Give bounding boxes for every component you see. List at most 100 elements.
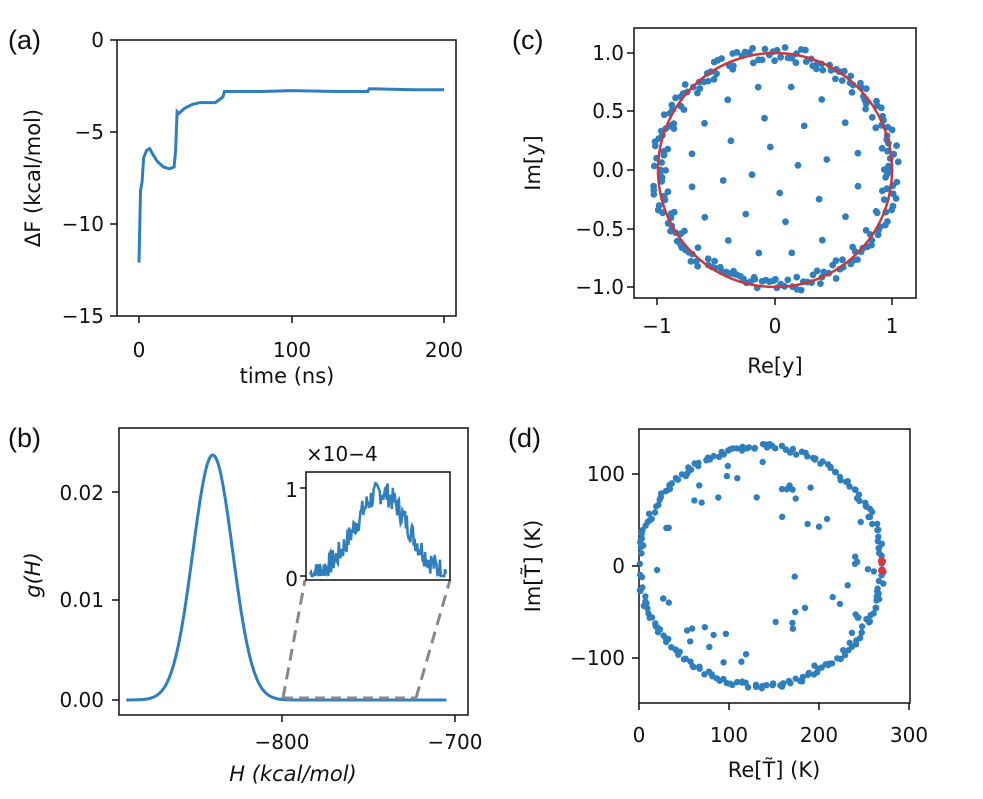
data-point	[761, 114, 768, 122]
data-point	[645, 610, 652, 617]
data-point	[823, 156, 831, 163]
data-point	[809, 271, 817, 279]
panel-b-xlabel: H (kcal/mol)	[229, 762, 356, 786]
data-point	[867, 612, 874, 619]
panel-a-ytick: −5	[75, 120, 104, 144]
data-point	[724, 96, 732, 104]
data-point	[738, 658, 745, 665]
data-point	[658, 159, 665, 166]
data-point	[777, 682, 784, 689]
data-point	[681, 81, 689, 88]
data-point	[722, 630, 730, 637]
data-point	[638, 550, 645, 557]
data-point	[729, 65, 737, 73]
data-point	[711, 257, 718, 265]
data-point	[664, 188, 672, 196]
data-point	[772, 618, 779, 626]
panel-d-xlabel: Re[T̃] (K)	[728, 757, 821, 782]
data-point	[852, 553, 859, 560]
data-point	[694, 89, 701, 97]
data-point	[662, 167, 670, 174]
data-point	[733, 678, 741, 686]
data-point	[802, 58, 810, 65]
data-point	[872, 208, 880, 215]
panel-b-label: (b)	[8, 423, 41, 453]
panel-a-ytick: −15	[62, 304, 104, 328]
highlight-point	[878, 557, 886, 566]
panel-c-ytick: −0.5	[575, 217, 624, 241]
data-point	[784, 54, 792, 62]
data-point	[797, 286, 805, 294]
data-point	[873, 597, 880, 604]
data-point	[694, 262, 701, 270]
data-point	[880, 580, 887, 587]
panel-b: (b) −800 −700 0.00 0.01 0.02 H (kcal/mol…	[8, 423, 482, 786]
data-point	[832, 75, 839, 83]
data-point	[786, 482, 793, 489]
data-point	[752, 681, 760, 688]
data-point	[793, 451, 800, 458]
panel-b-ylabel: g(H)	[21, 552, 45, 598]
data-point	[862, 227, 870, 234]
data-point	[706, 643, 713, 651]
data-point	[889, 190, 897, 198]
data-point	[848, 629, 856, 636]
data-point	[823, 515, 831, 523]
data-point	[819, 66, 827, 74]
data-point	[854, 558, 861, 565]
data-point	[782, 218, 789, 226]
panel-c-frame	[633, 27, 917, 299]
data-point	[690, 663, 697, 671]
data-point	[710, 76, 718, 83]
data-point	[653, 566, 661, 574]
data-point	[639, 526, 646, 534]
data-point	[664, 145, 672, 153]
data-point	[875, 545, 882, 552]
panel-c-ytick: −1.0	[575, 275, 624, 299]
data-point	[875, 526, 882, 533]
data-point	[836, 600, 844, 608]
data-point	[750, 273, 758, 281]
data-point	[761, 45, 769, 53]
data-point	[789, 619, 796, 627]
data-point	[837, 477, 844, 484]
data-point	[701, 624, 708, 631]
data-point	[884, 218, 891, 225]
data-point	[832, 257, 840, 264]
data-point	[784, 276, 792, 284]
data-point	[847, 72, 855, 80]
data-point	[720, 451, 727, 458]
data-point	[772, 445, 779, 452]
data-point	[857, 79, 864, 87]
data-point	[801, 604, 809, 611]
data-point	[804, 453, 811, 460]
panel-a-label: (a)	[8, 25, 41, 55]
panel-d-xtick: 0	[633, 723, 646, 747]
highlight-point	[878, 566, 886, 575]
data-point	[868, 113, 876, 121]
data-point	[759, 458, 766, 466]
data-point	[776, 189, 784, 197]
panel-c-xtick: 1	[886, 314, 899, 338]
panel-b-tick-marks	[112, 487, 456, 722]
data-point	[872, 124, 880, 132]
data-point	[709, 673, 716, 680]
data-point	[789, 625, 797, 632]
data-point	[868, 241, 875, 249]
data-point	[645, 510, 653, 517]
data-point	[749, 59, 757, 67]
data-point	[652, 620, 659, 627]
data-point	[772, 275, 779, 283]
data-point	[682, 655, 689, 662]
data-point	[893, 178, 901, 186]
data-point	[754, 83, 762, 91]
data-point	[639, 584, 646, 591]
data-point	[777, 53, 784, 61]
data-point	[700, 78, 708, 86]
data-point	[827, 464, 834, 472]
data-point	[665, 524, 672, 531]
data-point	[841, 119, 849, 127]
data-point	[713, 70, 720, 78]
data-point	[810, 671, 818, 678]
data-point	[813, 65, 820, 73]
